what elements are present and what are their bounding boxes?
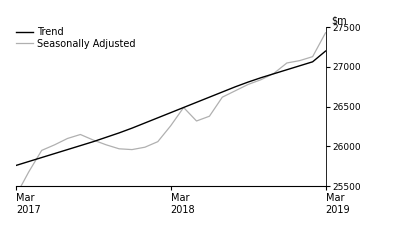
- Seasonally Adjusted: [259, 78, 264, 81]
- Seasonally Adjusted: [246, 83, 251, 86]
- Seasonally Adjusted: [39, 149, 44, 152]
- Seasonally Adjusted: [207, 115, 212, 118]
- Trend: [181, 106, 186, 109]
- Trend: [39, 156, 44, 159]
- Trend: [194, 101, 199, 104]
- Trend: [65, 148, 70, 151]
- Seasonally Adjusted: [78, 133, 83, 136]
- Seasonally Adjusted: [272, 72, 276, 75]
- Trend: [129, 127, 134, 130]
- Seasonally Adjusted: [91, 139, 96, 141]
- Seasonally Adjusted: [194, 120, 199, 122]
- Seasonally Adjusted: [104, 143, 108, 146]
- Trend: [284, 68, 289, 71]
- Seasonally Adjusted: [220, 96, 225, 99]
- Trend: [104, 136, 108, 139]
- Seasonally Adjusted: [297, 59, 302, 62]
- Trend: [52, 152, 57, 155]
- Seasonally Adjusted: [143, 146, 147, 148]
- Text: $m: $m: [332, 16, 347, 26]
- Legend: Trend, Seasonally Adjusted: Trend, Seasonally Adjusted: [16, 27, 136, 49]
- Trend: [91, 140, 96, 143]
- Seasonally Adjusted: [117, 147, 121, 150]
- Trend: [117, 131, 121, 134]
- Trend: [246, 81, 251, 84]
- Trend: [233, 85, 237, 88]
- Trend: [220, 91, 225, 93]
- Seasonally Adjusted: [284, 62, 289, 64]
- Trend: [168, 111, 173, 114]
- Trend: [13, 164, 18, 167]
- Seasonally Adjusted: [181, 106, 186, 109]
- Trend: [143, 122, 147, 124]
- Seasonally Adjusted: [65, 137, 70, 140]
- Line: Seasonally Adjusted: Seasonally Adjusted: [16, 33, 326, 196]
- Seasonally Adjusted: [13, 194, 18, 197]
- Seasonally Adjusted: [26, 170, 31, 173]
- Trend: [323, 50, 328, 52]
- Seasonally Adjusted: [310, 55, 315, 58]
- Seasonally Adjusted: [129, 148, 134, 151]
- Seasonally Adjusted: [233, 89, 237, 92]
- Trend: [259, 76, 264, 79]
- Line: Trend: Trend: [16, 51, 326, 165]
- Trend: [207, 96, 212, 99]
- Seasonally Adjusted: [155, 140, 160, 143]
- Seasonally Adjusted: [168, 124, 173, 127]
- Seasonally Adjusted: [323, 32, 328, 34]
- Trend: [78, 144, 83, 147]
- Trend: [26, 160, 31, 163]
- Trend: [297, 64, 302, 67]
- Seasonally Adjusted: [52, 143, 57, 146]
- Trend: [272, 72, 276, 75]
- Trend: [310, 60, 315, 63]
- Trend: [155, 116, 160, 119]
